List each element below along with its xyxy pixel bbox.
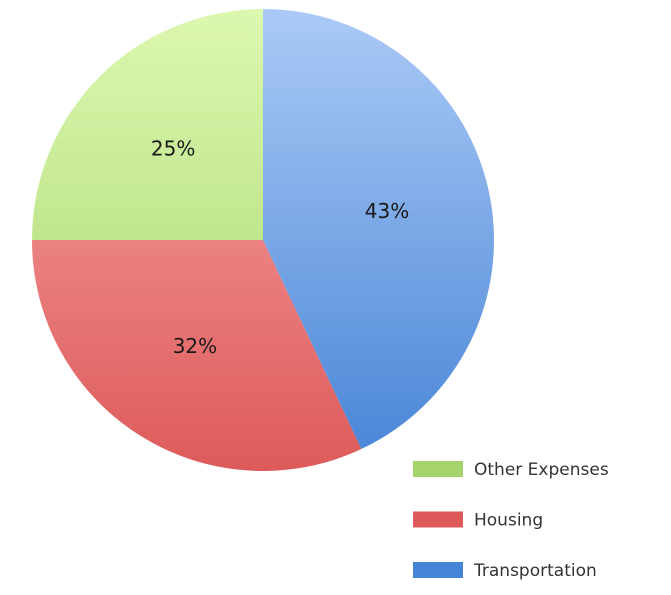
slice-label: 25% (151, 137, 195, 161)
slice-label: 43% (365, 199, 409, 223)
legend-swatch (413, 461, 463, 477)
legend-swatch (413, 511, 463, 528)
legend-swatch (413, 562, 463, 578)
pie-slice (32, 9, 263, 240)
legend-label: Transportation (473, 561, 597, 581)
pie-slice (32, 240, 362, 471)
legend-label: Other Expenses (474, 460, 609, 480)
pie-slice (263, 9, 494, 450)
legend-label: Housing (474, 511, 543, 531)
slice-label: 32% (173, 334, 217, 358)
